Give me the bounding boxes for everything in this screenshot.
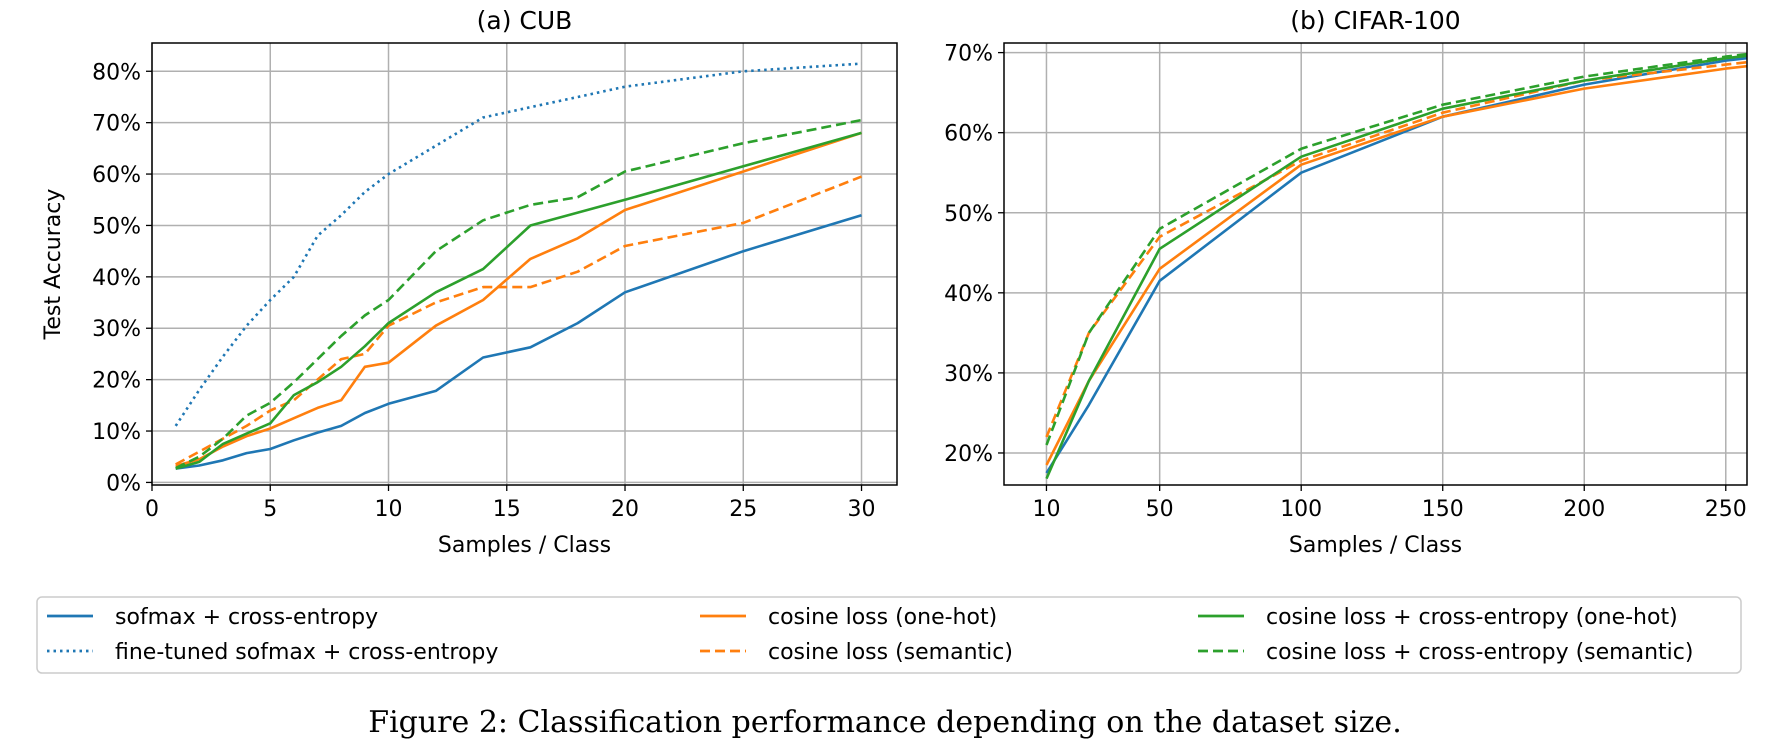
axes-frame-cub: [151, 42, 898, 486]
legend-label: cosine loss + cross-entropy (semantic): [1266, 640, 1693, 665]
y-tick-label: 30%: [92, 317, 141, 342]
y-tick-label: 60%: [92, 163, 141, 188]
series-line-finetuned-softmax-ce: [174, 62, 862, 427]
legend-label: sofmax + cross-entropy: [115, 605, 378, 630]
y-tick-label: 50%: [92, 214, 141, 239]
legend-item-softmax-ce: sofmax + cross-entropy: [47, 605, 378, 630]
x-axis-label-cub: Samples / Class: [438, 533, 611, 558]
y-tick-label: 50%: [944, 202, 993, 227]
series-line-cosine-ce-semantic: [1045, 52, 1747, 446]
grid-cub: [151, 43, 897, 485]
x-tick-label: 25: [729, 497, 757, 522]
y-tick-label: 60%: [944, 122, 993, 147]
x-tick-label: 10: [1032, 497, 1060, 522]
legend-item-cosine-ce-semantic: cosine loss + cross-entropy (semantic): [1198, 640, 1693, 665]
panel-cifar100: 10 50 100 150 200 250 20% 30% 40% 50% 60% 70% (b) C…: [944, 6, 1748, 558]
figure-caption: Figure 2: Classification performance dep…: [368, 705, 1401, 740]
chart-title-cifar100: (b) CIFAR-100: [1290, 6, 1460, 35]
legend-label: cosine loss (one-hot): [768, 605, 997, 630]
x-tick-label: 15: [493, 497, 521, 522]
series-line-cosine-semantic: [175, 175, 862, 466]
legend-label: fine-tuned sofmax + cross-entropy: [115, 640, 498, 665]
x-tick-label: 5: [263, 497, 277, 522]
x-tick-label: 50: [1146, 497, 1174, 522]
legend-items: sofmax + cross-entropy fine-tuned sofmax …: [47, 605, 1693, 665]
panel-cub: 0 5 10 15 20 25 30 0% 10% 20% 30% 40% 50% 60% 70% 80% (…: [41, 6, 898, 558]
legend: sofmax + cross-entropy fine-tuned sofmax …: [36, 596, 1742, 674]
legend-item-cosine-ce-onehot: cosine loss + cross-entropy (one-hot): [1198, 605, 1678, 630]
x-tick-label: 250: [1705, 497, 1747, 522]
y-tick-label: 40%: [944, 282, 993, 307]
series-line-cosine-onehot: [1045, 64, 1747, 466]
y-tick-label: 10%: [92, 420, 141, 445]
chart-title-cub: (a) CUB: [477, 6, 573, 35]
x-tick-label: 20: [611, 497, 639, 522]
lines-cub: [174, 62, 862, 470]
legend-label: cosine loss (semantic): [768, 640, 1013, 665]
x-axis-label-cifar100: Samples / Class: [1289, 533, 1462, 558]
axes-frame-cifar100: [1003, 42, 1748, 486]
legend-frame: [36, 596, 1742, 674]
series-line-cosine-semantic: [1045, 60, 1747, 438]
series-line-cosine-ce-onehot: [175, 131, 862, 470]
grid-cifar100: [1004, 43, 1747, 485]
y-tick-label: 20%: [92, 369, 141, 394]
x-tick-label: 0: [145, 497, 159, 522]
y-tick-label: 40%: [92, 266, 141, 291]
x-tick-label: 150: [1422, 497, 1464, 522]
ticks-cifar100: 10 50 100 150 200 250 20% 30% 40% 50% 60% 70%: [944, 42, 1747, 522]
series-line-cosine-ce-semantic: [175, 118, 862, 470]
lines-cifar100: [1045, 52, 1747, 480]
legend-item-cosine-semantic: cosine loss (semantic): [700, 640, 1013, 665]
series-line-cosine-ce-onehot: [1045, 54, 1747, 480]
series-line-softmax-ce: [175, 213, 862, 470]
y-axis-label-cub: Test Accuracy: [41, 189, 66, 341]
y-tick-label: 80%: [92, 60, 141, 85]
series-line-cosine-onehot: [175, 131, 862, 468]
ticks-cub: 0 5 10 15 20 25 30 0% 10% 20% 30% 40% 50% 60% 70% 80%: [92, 60, 875, 522]
x-tick-label: 200: [1563, 497, 1605, 522]
series-line-softmax-ce: [1045, 56, 1747, 474]
x-tick-label: 30: [848, 497, 876, 522]
legend-item-cosine-onehot: cosine loss (one-hot): [700, 605, 997, 630]
y-tick-label: 20%: [944, 442, 993, 467]
y-tick-label: 70%: [944, 42, 993, 67]
x-tick-label: 10: [375, 497, 403, 522]
y-tick-label: 70%: [92, 112, 141, 137]
legend-label: cosine loss + cross-entropy (one-hot): [1266, 605, 1678, 630]
y-tick-label: 0%: [106, 471, 141, 496]
y-tick-label: 30%: [944, 362, 993, 387]
x-tick-label: 100: [1280, 497, 1322, 522]
legend-item-finetuned-softmax-ce: fine-tuned sofmax + cross-entropy: [47, 640, 498, 665]
